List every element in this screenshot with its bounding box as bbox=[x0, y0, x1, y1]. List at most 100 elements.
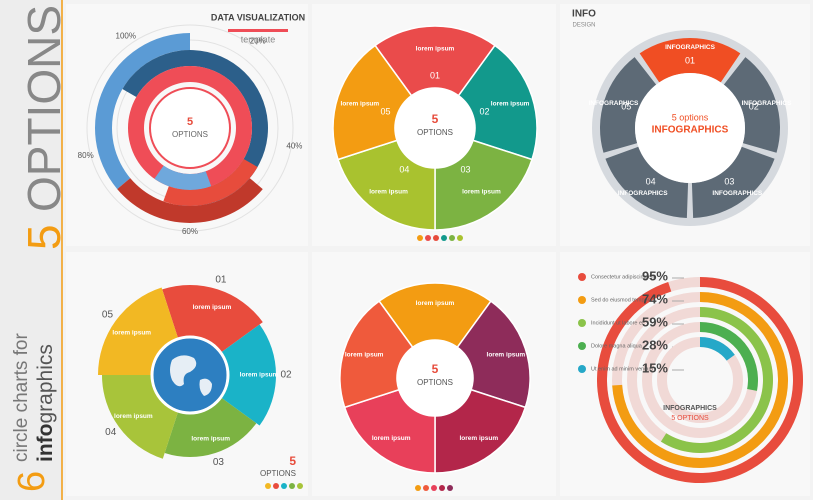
sidebar-count: 6 bbox=[11, 471, 53, 492]
color-dot bbox=[423, 485, 429, 491]
segment-text: lorem ipsum bbox=[112, 329, 151, 336]
segment-text: INFOGRAPHICS bbox=[742, 100, 793, 107]
segment-number: 05 bbox=[102, 310, 114, 321]
segment-number: 03 bbox=[461, 164, 471, 174]
ring-label: 20% bbox=[250, 36, 266, 45]
item-text: Dolore magna aliqua bbox=[591, 343, 643, 349]
segment-number: 01 bbox=[215, 275, 227, 286]
segment-text: INFOGRAPHICS bbox=[712, 190, 763, 197]
center bbox=[395, 88, 475, 168]
arc-bar bbox=[660, 307, 773, 453]
segment-number: 05 bbox=[621, 102, 631, 112]
segment-text: lorem ipsum bbox=[341, 100, 380, 107]
segment-text: lorem ipsum bbox=[369, 189, 408, 196]
sidebar-line2: infographics bbox=[34, 344, 57, 462]
segment-text: lorem ipsum bbox=[345, 352, 384, 359]
segment-text: INFOGRAPHICS bbox=[589, 100, 640, 107]
center-number: 5 bbox=[187, 116, 193, 128]
color-dot bbox=[289, 483, 295, 489]
segment-text: lorem ipsum bbox=[462, 189, 501, 196]
ring-label: 80% bbox=[78, 151, 94, 160]
color-dot bbox=[447, 485, 453, 491]
color-dot bbox=[273, 483, 279, 489]
color-dot bbox=[431, 485, 437, 491]
segment-number: 02 bbox=[280, 370, 292, 381]
color-dot bbox=[415, 485, 421, 491]
center-bottom: INFOGRAPHICS bbox=[652, 125, 729, 136]
segment bbox=[723, 57, 780, 153]
segment-text: INFOGRAPHICS bbox=[665, 44, 716, 51]
segment-text: lorem ipsum bbox=[191, 435, 230, 442]
segment-number: 01 bbox=[430, 70, 440, 80]
center bbox=[397, 340, 473, 416]
color-dot bbox=[425, 235, 431, 241]
color-dot bbox=[297, 483, 303, 489]
color-dot bbox=[457, 235, 463, 241]
ring-label: 60% bbox=[182, 227, 198, 236]
color-dot bbox=[439, 485, 445, 491]
caption-word: OPTIONS bbox=[260, 469, 296, 478]
segment-text: lorem ipsum bbox=[487, 352, 526, 359]
center-top: INFOGRAPHICS bbox=[663, 405, 717, 412]
guide-ring bbox=[86, 24, 294, 232]
subtitle: template bbox=[241, 34, 276, 44]
segment-text: lorem ipsum bbox=[416, 46, 455, 53]
item-icon bbox=[578, 342, 586, 350]
item-value: 15% bbox=[642, 360, 668, 375]
item-icon bbox=[578, 319, 586, 327]
segment bbox=[600, 57, 657, 153]
ring-band bbox=[163, 159, 258, 206]
title-bar bbox=[228, 29, 288, 32]
item-text: Incididunt ut labore et bbox=[591, 320, 644, 326]
item-text: Consectetur adipiscing elit bbox=[591, 274, 656, 280]
item-value: 59% bbox=[642, 314, 668, 329]
logo: INFO bbox=[572, 9, 596, 20]
item-icon bbox=[578, 273, 586, 281]
segment-number: 02 bbox=[749, 102, 759, 112]
segment bbox=[605, 146, 689, 218]
center-number: 5 bbox=[432, 112, 439, 126]
center bbox=[149, 87, 231, 169]
ring-band bbox=[95, 33, 190, 190]
center-number: 5 bbox=[432, 362, 439, 376]
segment-text: lorem ipsum bbox=[240, 372, 279, 379]
segment-number: 01 bbox=[685, 55, 695, 65]
sidebar-line1: circle charts for bbox=[11, 333, 32, 462]
center-bottom: 5 OPTIONS bbox=[671, 415, 709, 422]
ring-band bbox=[154, 165, 212, 190]
ring-label: 100% bbox=[116, 31, 136, 40]
segment-number: 05 bbox=[381, 106, 391, 116]
sidebar-options-number: 5 bbox=[18, 224, 70, 250]
center bbox=[635, 73, 745, 183]
color-dot bbox=[449, 235, 455, 241]
sidebar-line2-rest: graphics bbox=[34, 344, 57, 423]
arc-bar bbox=[700, 337, 735, 361]
item-value: 28% bbox=[642, 337, 668, 352]
segment-number: 04 bbox=[105, 427, 117, 438]
segment-text: lorem ipsum bbox=[372, 435, 411, 442]
segment-text: lorem ipsum bbox=[193, 304, 232, 311]
segment-number: 03 bbox=[213, 457, 225, 468]
segment-text: INFOGRAPHICS bbox=[618, 190, 669, 197]
segment-number: 03 bbox=[724, 177, 734, 187]
segment-text: lorem ipsum bbox=[491, 100, 530, 107]
globe bbox=[150, 335, 230, 415]
logo-sub: DESIGN bbox=[572, 23, 595, 29]
color-dot bbox=[417, 235, 423, 241]
segment-number: 04 bbox=[399, 164, 409, 174]
sidebar-line2-bold: info bbox=[34, 424, 57, 462]
item-icon bbox=[578, 365, 586, 373]
segment-text: lorem ipsum bbox=[416, 300, 455, 307]
segment-number: 04 bbox=[646, 177, 656, 187]
color-dot bbox=[433, 235, 439, 241]
color-dot bbox=[265, 483, 271, 489]
segment bbox=[691, 146, 775, 218]
arc-bar bbox=[700, 322, 758, 391]
sidebar bbox=[0, 0, 62, 500]
segment-number: 02 bbox=[479, 106, 489, 116]
item-value: 95% bbox=[642, 268, 668, 283]
segment-text: lorem ipsum bbox=[459, 435, 498, 442]
segment bbox=[219, 324, 276, 426]
